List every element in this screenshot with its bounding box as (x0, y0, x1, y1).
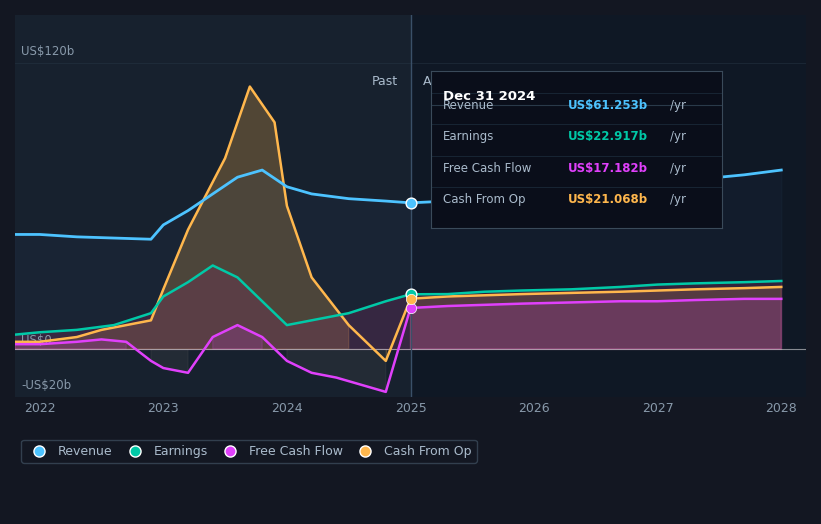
Point (404, 290, 417, 299)
Text: /yr: /yr (670, 162, 686, 174)
Text: US$61.253b: US$61.253b (568, 99, 648, 112)
Bar (15, 15, 410, 397)
Text: Earnings: Earnings (443, 130, 494, 143)
Bar (410, 15, 806, 397)
Legend: Revenue, Earnings, Free Cash Flow, Cash From Op: Revenue, Earnings, Free Cash Flow, Cash … (21, 440, 477, 463)
Text: Analysts Forecasts: Analysts Forecasts (423, 74, 539, 88)
Point (404, 294, 417, 303)
Text: Cash From Op: Cash From Op (443, 193, 525, 206)
Text: US$17.182b: US$17.182b (568, 162, 648, 174)
Text: /yr: /yr (670, 193, 686, 206)
Text: Dec 31 2024: Dec 31 2024 (443, 90, 535, 103)
Text: Revenue: Revenue (443, 99, 494, 112)
Text: US$22.917b: US$22.917b (568, 130, 648, 143)
Text: US$120b: US$120b (21, 45, 75, 58)
Text: -US$20b: -US$20b (21, 379, 71, 392)
Point (404, 304, 417, 312)
Text: Past: Past (372, 74, 398, 88)
Point (404, 199, 417, 207)
Text: /yr: /yr (670, 130, 686, 143)
Text: /yr: /yr (670, 99, 686, 112)
Text: US$0: US$0 (21, 334, 52, 346)
Text: US$21.068b: US$21.068b (568, 193, 648, 206)
Text: Free Cash Flow: Free Cash Flow (443, 162, 531, 174)
